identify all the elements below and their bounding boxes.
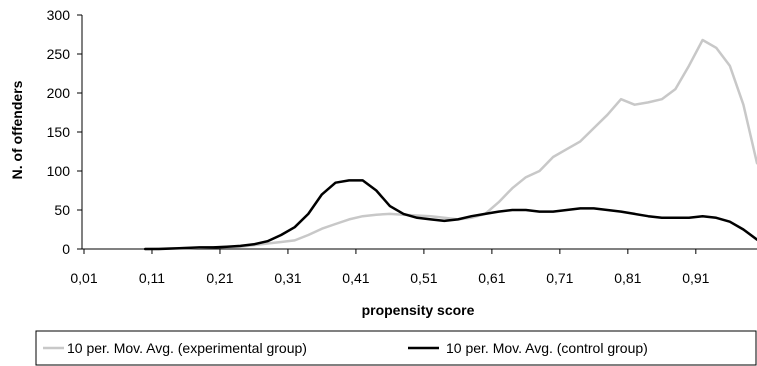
- legend-label-experimental: 10 per. Mov. Avg. (experimental group): [67, 340, 307, 356]
- x-tick-label: 0,41: [342, 270, 369, 286]
- y-tick-label: 150: [47, 124, 71, 140]
- series-layer: [143, 38, 757, 251]
- x-axis-title: propensity score: [362, 302, 475, 318]
- x-tick-label: 0,21: [206, 270, 233, 286]
- x-tick-label: 0,51: [410, 270, 437, 286]
- axes: 0 50 100 150 200 250 300 0,01 0,11 0,21 0,31 0,41 0,…: [47, 7, 757, 286]
- series-line-control: [143, 179, 757, 251]
- legend-box: [35, 330, 757, 366]
- y-tick-label: 250: [47, 46, 71, 62]
- x-tick-label: 0,11: [139, 270, 165, 286]
- x-tick-label: 0,01: [70, 270, 97, 286]
- y-axis-title: N. of offenders: [9, 80, 25, 179]
- x-tick-label: 0,61: [478, 270, 505, 286]
- x-tick-label: 0,91: [682, 270, 709, 286]
- x-tick-label: 0,31: [274, 270, 301, 286]
- legend-label-control: 10 per. Mov. Avg. (control group): [446, 340, 648, 356]
- x-tick-label: 0,81: [614, 270, 641, 286]
- y-tick-label: 300: [47, 7, 71, 23]
- y-tick-label: 0: [62, 241, 70, 257]
- y-tick-label: 200: [47, 85, 71, 101]
- y-tick-label: 100: [47, 163, 71, 179]
- legend: 10 per. Mov. Avg. (experimental group) 1…: [35, 330, 757, 366]
- x-tick-label: 0,71: [546, 270, 573, 286]
- y-tick-label: 50: [54, 202, 70, 218]
